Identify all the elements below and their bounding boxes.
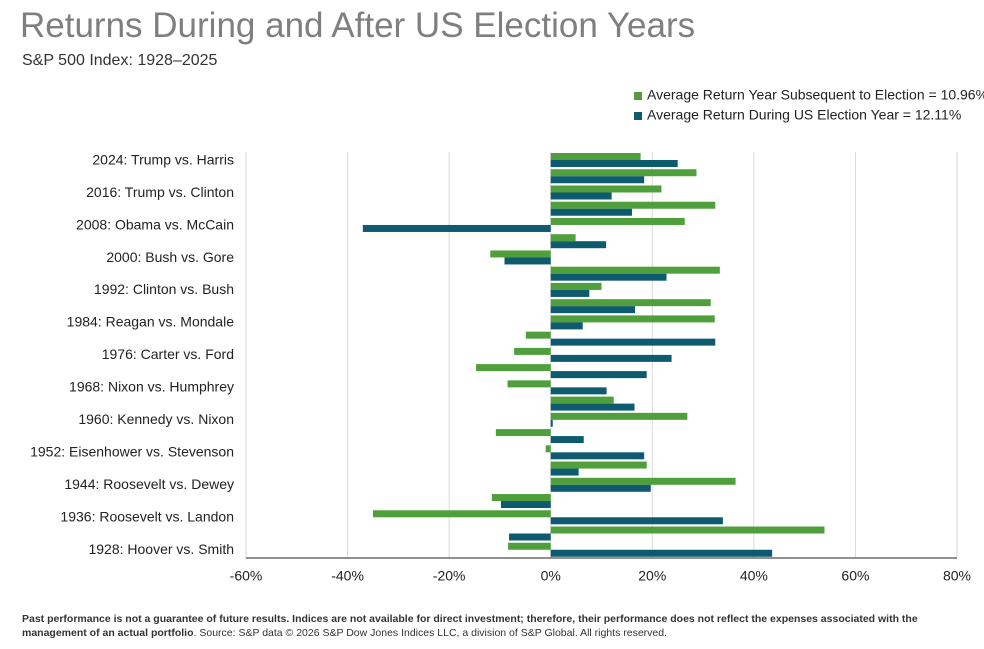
bar bbox=[550, 322, 583, 330]
bar bbox=[545, 445, 551, 453]
y-tick-label: 1984: Reagan vs. Mondale bbox=[67, 314, 235, 330]
legend-swatch bbox=[634, 92, 642, 100]
bar bbox=[509, 533, 551, 541]
bar bbox=[550, 436, 584, 444]
y-tick-label: 2008: Obama vs. McCain bbox=[76, 216, 234, 232]
y-tick-label: 1960: Kennedy vs. Nixon bbox=[78, 411, 234, 427]
y-tick-label: 1976: Carter vs. Ford bbox=[102, 346, 234, 362]
bar bbox=[550, 299, 711, 307]
y-tick-label: 1992: Clinton vs. Bush bbox=[94, 281, 234, 297]
bar bbox=[550, 201, 716, 209]
bar bbox=[550, 419, 553, 427]
bar bbox=[550, 468, 579, 476]
y-tick-label: 1928: Hoover vs. Smith bbox=[88, 541, 234, 557]
bar bbox=[476, 364, 551, 372]
bar bbox=[504, 257, 551, 265]
bar bbox=[550, 176, 645, 184]
bar bbox=[507, 380, 551, 388]
bar bbox=[550, 289, 590, 297]
x-tick-label: -60% bbox=[230, 568, 263, 584]
bar bbox=[550, 273, 667, 281]
bar bbox=[514, 347, 551, 355]
bar bbox=[550, 354, 672, 362]
bar bbox=[550, 306, 636, 314]
chart-title: Returns During and After US Election Yea… bbox=[20, 6, 696, 45]
bar bbox=[550, 396, 614, 404]
bar bbox=[550, 234, 576, 242]
legend-label: Average Return During US Election Year =… bbox=[647, 107, 961, 123]
bar bbox=[362, 224, 551, 232]
bar bbox=[550, 477, 736, 485]
bar bbox=[550, 549, 773, 557]
bar bbox=[525, 331, 551, 339]
bar bbox=[550, 517, 723, 525]
legend-swatch bbox=[634, 112, 642, 120]
bar bbox=[550, 387, 607, 395]
y-tick-label: 2000: Bush vs. Gore bbox=[106, 249, 234, 265]
bar bbox=[372, 510, 551, 518]
bar bbox=[550, 452, 645, 460]
bar bbox=[550, 371, 647, 379]
y-tick-label: 1952: Eisenhower vs. Stevenson bbox=[30, 444, 234, 460]
x-tick-label: 20% bbox=[638, 568, 666, 584]
bar bbox=[550, 403, 635, 411]
bar bbox=[550, 208, 632, 216]
bar bbox=[500, 501, 551, 509]
bar bbox=[550, 192, 612, 200]
footnote-text: . Source: S&P data © 2026 S&P Dow Jones … bbox=[193, 627, 668, 639]
x-tick-label: -40% bbox=[331, 568, 364, 584]
x-tick-label: 40% bbox=[740, 568, 768, 584]
y-tick-label: 1936: Roosevelt vs. Landon bbox=[60, 509, 234, 525]
bar bbox=[550, 461, 647, 469]
bar bbox=[490, 250, 551, 258]
x-tick-label: -20% bbox=[433, 568, 466, 584]
bar bbox=[491, 494, 551, 502]
x-tick-label: 0% bbox=[541, 568, 561, 584]
bar bbox=[550, 153, 641, 160]
bar bbox=[550, 169, 697, 177]
bar bbox=[550, 282, 602, 290]
footnote-bold: Past performance is not a guarantee of f… bbox=[22, 613, 918, 639]
bar bbox=[550, 241, 607, 249]
footnote: Past performance is not a guarantee of f… bbox=[22, 612, 967, 640]
bar bbox=[550, 526, 825, 534]
y-tick-label: 2024: Trump vs. Harris bbox=[92, 151, 234, 167]
bar bbox=[550, 160, 678, 167]
bar bbox=[550, 484, 651, 492]
x-tick-label: 80% bbox=[943, 568, 971, 584]
chart-subtitle: S&P 500 Index: 1928–2025 bbox=[22, 52, 218, 69]
bar bbox=[508, 542, 551, 550]
bar bbox=[550, 412, 688, 420]
bar bbox=[550, 266, 720, 274]
bar bbox=[550, 315, 715, 323]
y-tick-label: 1968: Nixon vs. Humphrey bbox=[69, 379, 234, 395]
chart: -60% -40% -20% 0% 20% 40% 60% 80% 2024: Trump vs… bbox=[30, 87, 984, 584]
bar bbox=[550, 185, 662, 193]
legend-label: Average Return Year Subsequent to Electi… bbox=[647, 87, 984, 103]
x-tick-label: 60% bbox=[841, 568, 869, 584]
y-tick-label: 2016: Trump vs. Clinton bbox=[86, 184, 234, 200]
bar bbox=[550, 338, 716, 346]
y-tick-label: 1944: Roosevelt vs. Dewey bbox=[64, 476, 234, 492]
bar bbox=[495, 429, 551, 437]
bar bbox=[550, 217, 685, 225]
